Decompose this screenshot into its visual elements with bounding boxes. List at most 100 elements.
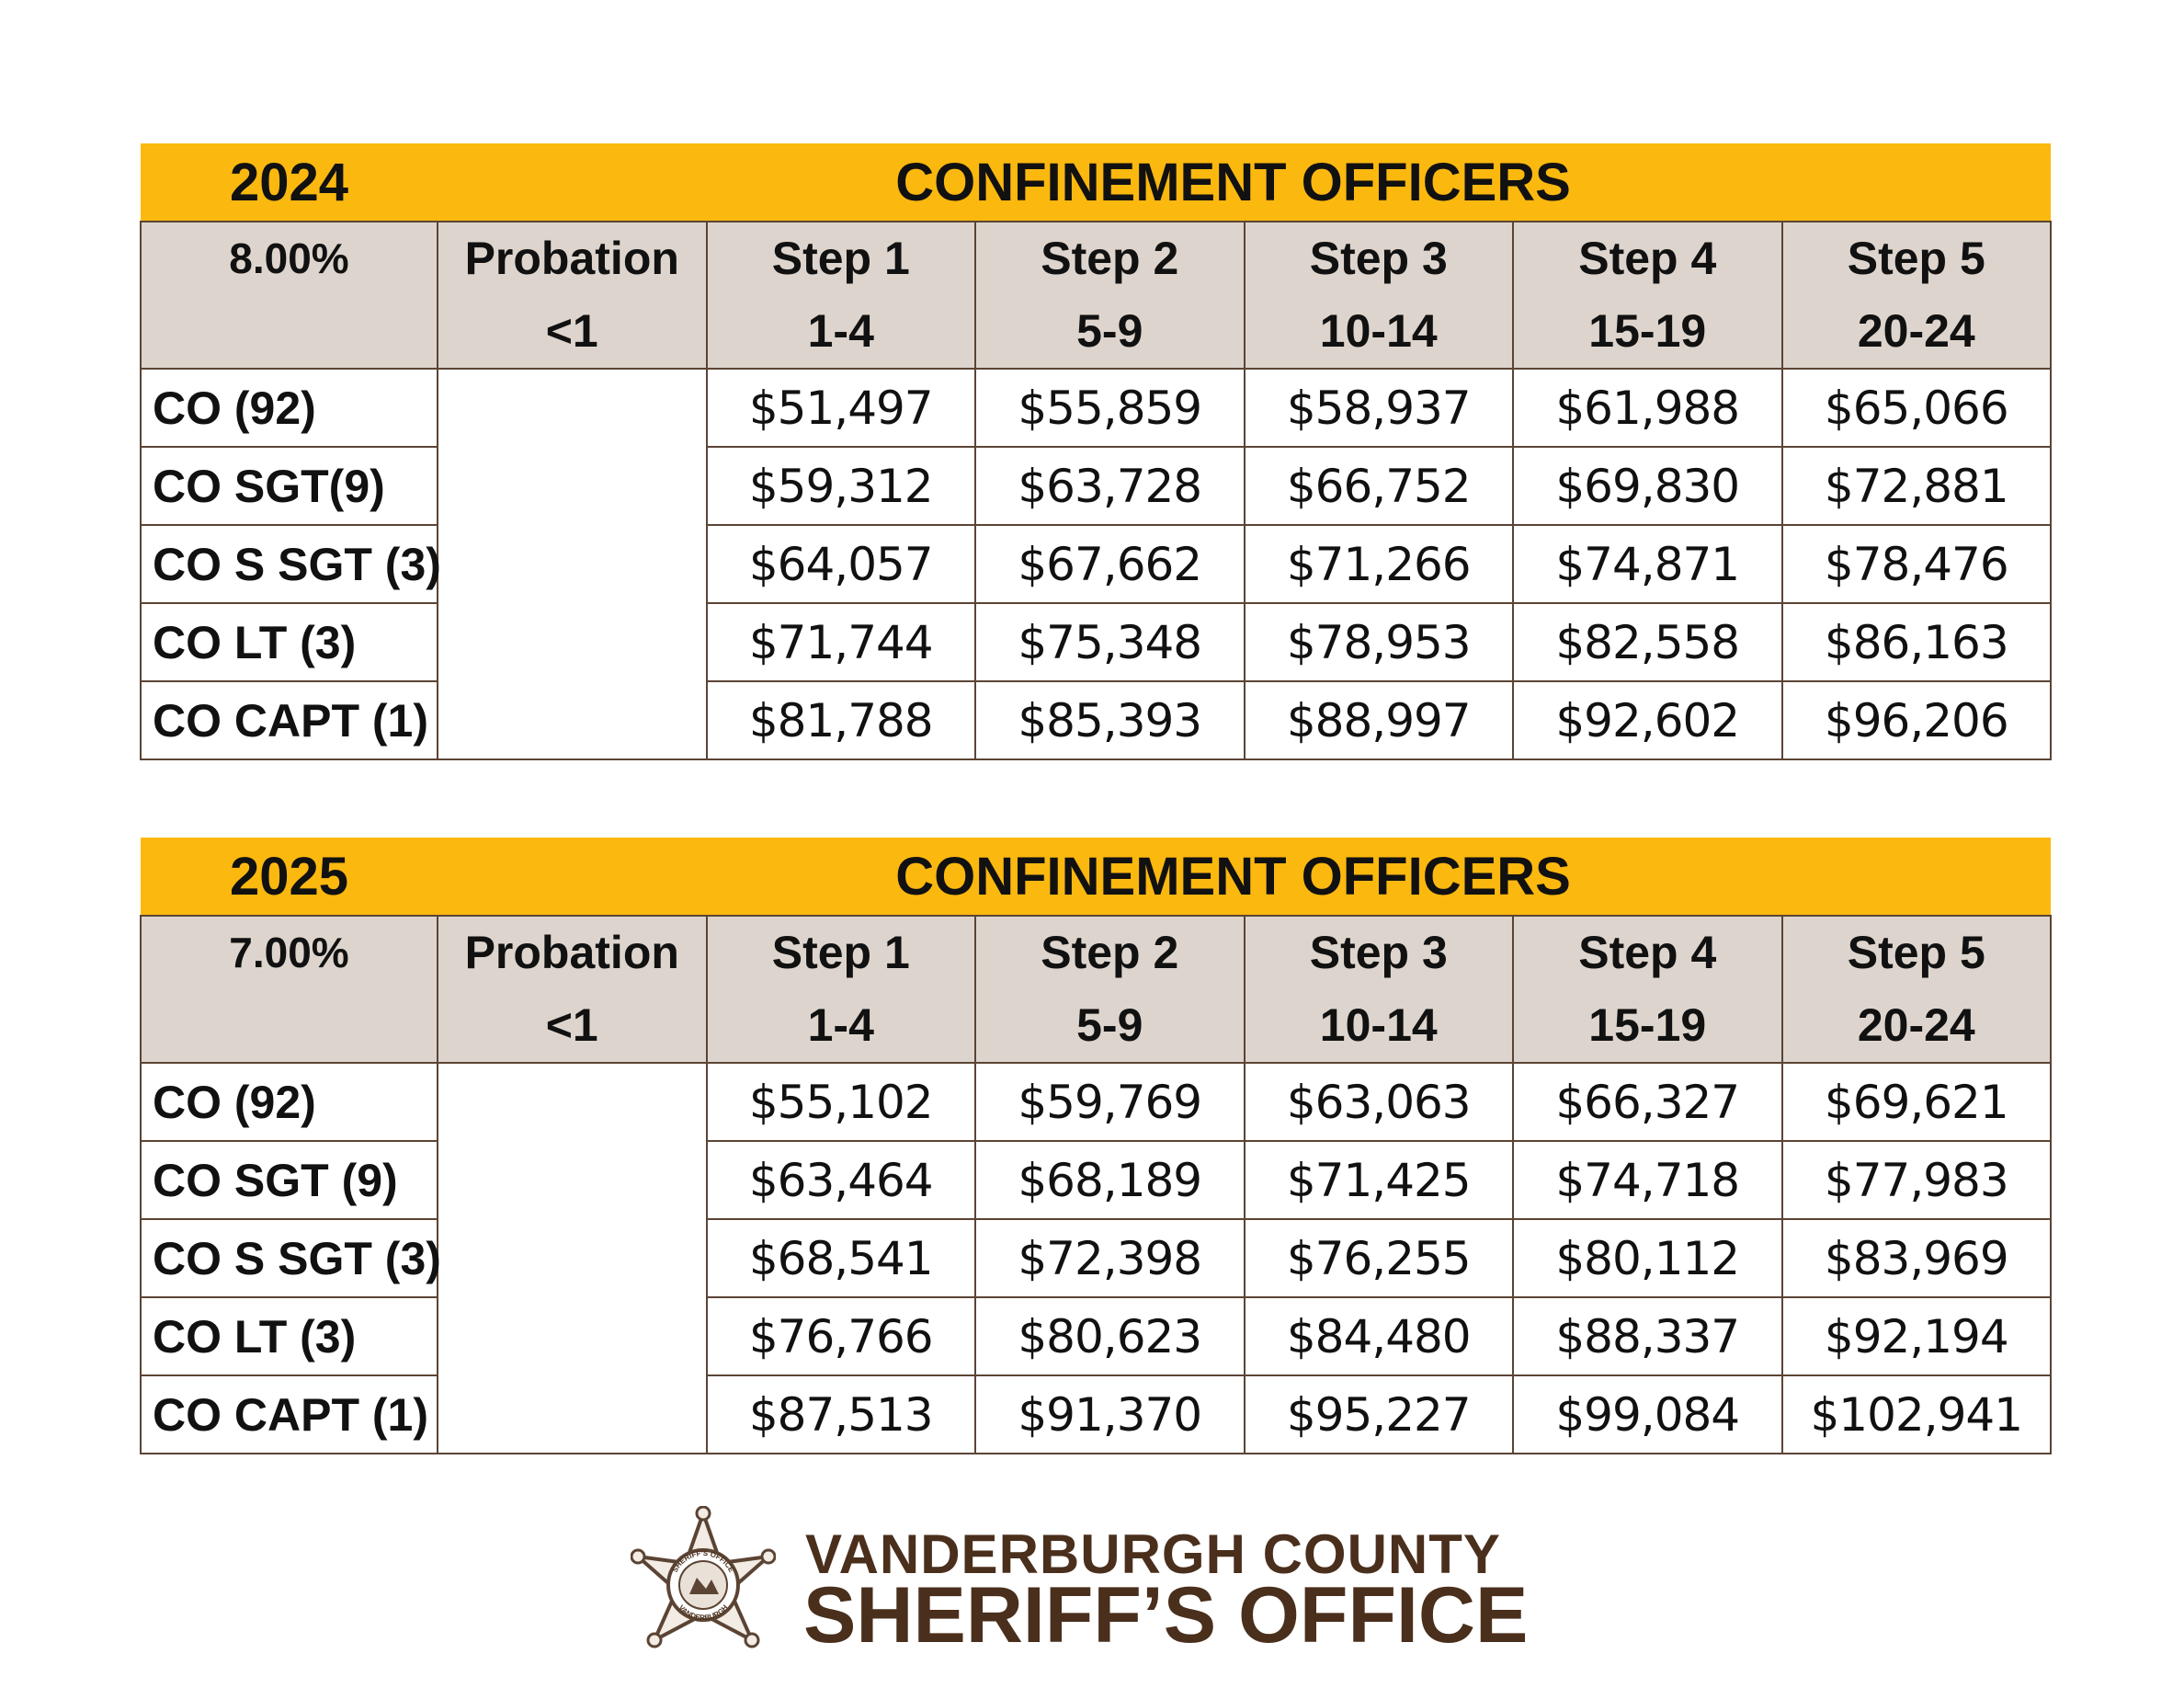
salary-cell: $76,766 [705,1296,976,1376]
salary-cell: $102,941 [1780,1374,2053,1454]
salary-cell: $84,480 [1243,1296,1514,1376]
salary-cell: $65,066 [1780,368,2053,448]
salary-cell: $88,337 [1512,1296,1783,1376]
salary-cell: $63,464 [705,1140,976,1220]
salary-cell: $68,541 [705,1218,976,1298]
increase-percent-header: 7.00% [140,915,438,1064]
salary-cell: $69,830 [1512,446,1783,526]
salary-cell: $51,497 [705,368,976,448]
rank-label: CO SGT (9) [140,1140,438,1220]
salary-cell: $83,969 [1780,1218,2053,1298]
logo-line-office: SHERIFF’S OFFICE [803,1571,1529,1659]
column-header-step-5: Step 5 20-24 [1780,221,2053,370]
salary-cell: $74,718 [1512,1140,1783,1220]
table-title-row: 2024 CONFINEMENT OFFICERS [141,143,2052,222]
table-row: CO SGT (9) $63,464 $68,189 $71,425 $74,7… [140,1140,2053,1220]
salary-cell: $72,881 [1780,446,2053,526]
column-header-row: 7.00% Probation <1 Step 1 1-4 Step 2 5-9 St… [140,915,2053,1064]
salary-cell: $66,327 [1512,1062,1783,1142]
salary-cell: $59,312 [705,446,976,526]
sheriff-star-badge-icon: SHERIFF'S OFFICE VANDERBURGH [631,1506,776,1648]
salary-cell: $80,623 [974,1296,1246,1376]
salary-cell: $91,370 [974,1374,1246,1454]
column-header-step-1: Step 1 1-4 [705,915,976,1064]
table-heading: CONFINEMENT OFFICERS [438,143,2052,222]
salary-cell: $82,558 [1512,602,1783,682]
salary-cell: $86,163 [1780,602,2053,682]
table-row: CO LT (3) $71,744 $75,348 $78,953 $82,55… [140,602,2053,682]
salary-cell: $75,348 [974,602,1246,682]
salary-cell: $63,728 [974,446,1246,526]
increase-percent-header: 8.00% [140,221,438,370]
salary-cell: $69,621 [1780,1062,2053,1142]
salary-cell: $96,206 [1780,680,2053,760]
sheriff-office-logo: SHERIFF'S OFFICE VANDERBURGH VANDERBURGH… [631,1506,1528,1671]
column-header-step-4: Step 4 15-19 [1512,221,1783,370]
salary-cell: $76,255 [1243,1218,1514,1298]
salary-cell: $68,189 [974,1140,1246,1220]
column-header-step-4: Step 4 15-19 [1512,915,1783,1064]
salary-cell: $99,084 [1512,1374,1783,1454]
salary-cell: $80,112 [1512,1218,1783,1298]
salary-cell: $92,602 [1512,680,1783,760]
column-header-step-2: Step 2 5-9 [974,915,1246,1064]
salary-cell: $81,788 [705,680,976,760]
probation-cell [437,368,708,760]
salary-cell: $74,871 [1512,524,1783,604]
table-row: CO CAPT (1) $81,788 $85,393 $88,997 $92,… [140,680,2053,760]
pay-table-2025: 2025 CONFINEMENT OFFICERS 7.00% Probatio… [140,838,2053,1454]
rank-label: CO S SGT (3) [140,524,441,604]
rank-label: CO LT (3) [140,1296,438,1376]
column-header-probation: Probation <1 [437,915,708,1064]
column-header-probation: Probation <1 [437,221,708,370]
salary-cell: $95,227 [1243,1374,1514,1454]
salary-cell: $71,425 [1243,1140,1514,1220]
table-row: CO S SGT (3) $64,057 $67,662 $71,266 $74… [140,524,2053,604]
salary-cell: $63,063 [1243,1062,1514,1142]
salary-cell: $55,102 [705,1062,976,1142]
rank-label: CO (92) [140,1062,438,1142]
probation-cell [437,1062,708,1454]
table-year: 2025 [141,838,438,916]
column-header-step-3: Step 3 10-14 [1243,915,1514,1064]
table-title-row: 2025 CONFINEMENT OFFICERS [141,838,2052,916]
table-row: CO SGT(9) $59,312 $63,728 $66,752 $69,83… [140,446,2053,526]
salary-cell: $61,988 [1512,368,1783,448]
salary-cell: $88,997 [1243,680,1514,760]
column-header-step-2: Step 2 5-9 [974,221,1246,370]
rank-label: CO S SGT (3) [140,1218,441,1298]
salary-cell: $71,744 [705,602,976,682]
table-row: CO S SGT (3) $68,541 $72,398 $76,255 $80… [140,1218,2053,1298]
salary-cell: $78,476 [1780,524,2053,604]
table-row: CO (92) $55,102 $59,769 $63,063 $66,327 … [140,1062,2053,1454]
table-heading: CONFINEMENT OFFICERS [438,838,2052,916]
column-header-step-1: Step 1 1-4 [705,221,976,370]
rank-label: CO (92) [140,368,438,448]
table-row: CO LT (3) $76,766 $80,623 $84,480 $88,33… [140,1296,2053,1376]
logo-line-county: VANDERBURGH COUNTY [805,1523,1501,1585]
salary-cell: $77,983 [1780,1140,2053,1220]
rank-label: CO CAPT (1) [140,1374,438,1454]
salary-cell: $59,769 [974,1062,1246,1142]
table-year: 2024 [141,143,438,222]
salary-cell: $85,393 [974,680,1246,760]
salary-cell: $67,662 [974,524,1246,604]
rank-label: CO LT (3) [140,602,438,682]
salary-cell: $72,398 [974,1218,1246,1298]
table-row: CO CAPT (1) $87,513 $91,370 $95,227 $99,… [140,1374,2053,1454]
table-row: CO (92) $51,497 $55,859 $58,937 $61,988 … [140,368,2053,760]
salary-cell: $55,859 [974,368,1246,448]
salary-cell: $92,194 [1780,1296,2053,1376]
column-header-step-5: Step 5 20-24 [1780,915,2053,1064]
column-header-step-3: Step 3 10-14 [1243,221,1514,370]
column-header-row: 8.00% Probation <1 Step 1 1-4 Step 2 5-9 St… [140,221,2053,370]
salary-cell: $64,057 [705,524,976,604]
salary-cell: $78,953 [1243,602,1514,682]
salary-cell: $66,752 [1243,446,1514,526]
rank-label: CO CAPT (1) [140,680,438,760]
salary-cell: $87,513 [705,1374,976,1454]
salary-cell: $71,266 [1243,524,1514,604]
salary-cell: $58,937 [1243,368,1514,448]
rank-label: CO SGT(9) [140,446,438,526]
pay-table-2024: 2024 CONFINEMENT OFFICERS 8.00% Probatio… [140,143,2053,760]
